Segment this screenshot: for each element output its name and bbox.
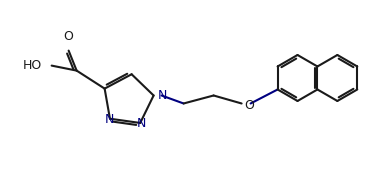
- Text: N: N: [136, 117, 146, 130]
- Text: O: O: [64, 30, 74, 43]
- Text: N: N: [104, 113, 114, 126]
- Text: N: N: [158, 89, 167, 102]
- Text: O: O: [245, 99, 255, 112]
- Text: HO: HO: [22, 59, 41, 72]
